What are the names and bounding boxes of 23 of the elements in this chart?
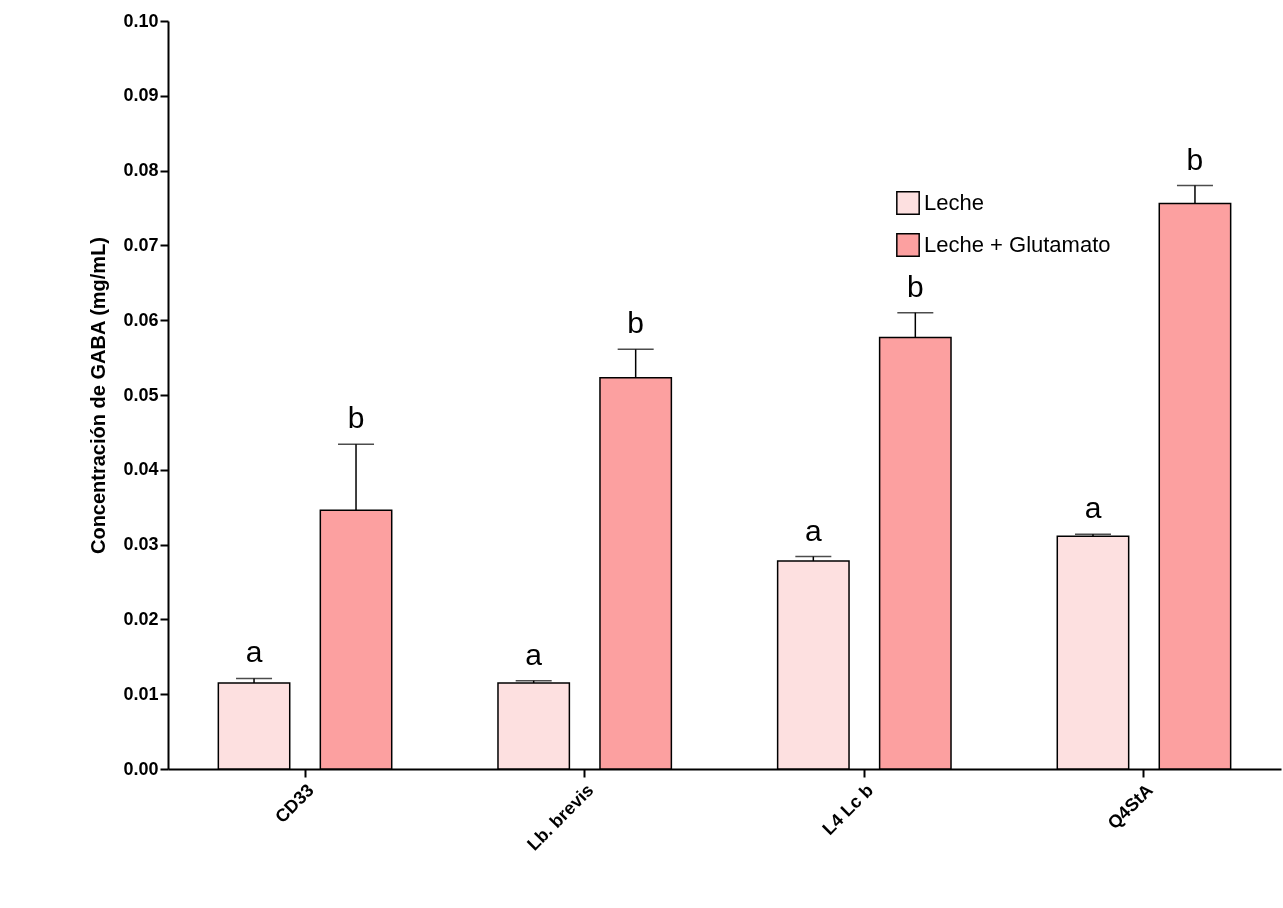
annotation: a: [525, 637, 543, 671]
y-tick-label: 0.00: [123, 758, 159, 779]
y-tick-label: 0.09: [123, 85, 159, 106]
y-tick-label: 0.01: [123, 683, 159, 704]
annotation: a: [245, 635, 263, 669]
y-tick-label: 0.02: [123, 608, 159, 629]
y-tick-label: 0.03: [123, 534, 159, 555]
x-tick-label: L4 Lc b: [818, 780, 878, 839]
legend-label: Leche + Glutamato: [924, 232, 1111, 257]
y-tick-label: 0.08: [123, 160, 159, 181]
annotation: b: [627, 306, 645, 340]
y-tick-label: 0.06: [123, 309, 159, 330]
y-tick-label: 0.07: [123, 234, 159, 255]
annotation: a: [804, 513, 822, 547]
y-axis-title: Concentración de GABA (mg/mL): [87, 236, 110, 555]
annotation: b: [906, 269, 924, 303]
annotation: b: [1186, 142, 1204, 176]
annotation: a: [1084, 491, 1102, 525]
y-tick-label: 0.05: [123, 384, 159, 405]
y-tick-label: 0.10: [123, 10, 159, 31]
y-tick-label: 0.04: [123, 459, 159, 480]
annotation: b: [347, 401, 365, 435]
legend-label: Leche: [924, 190, 984, 215]
